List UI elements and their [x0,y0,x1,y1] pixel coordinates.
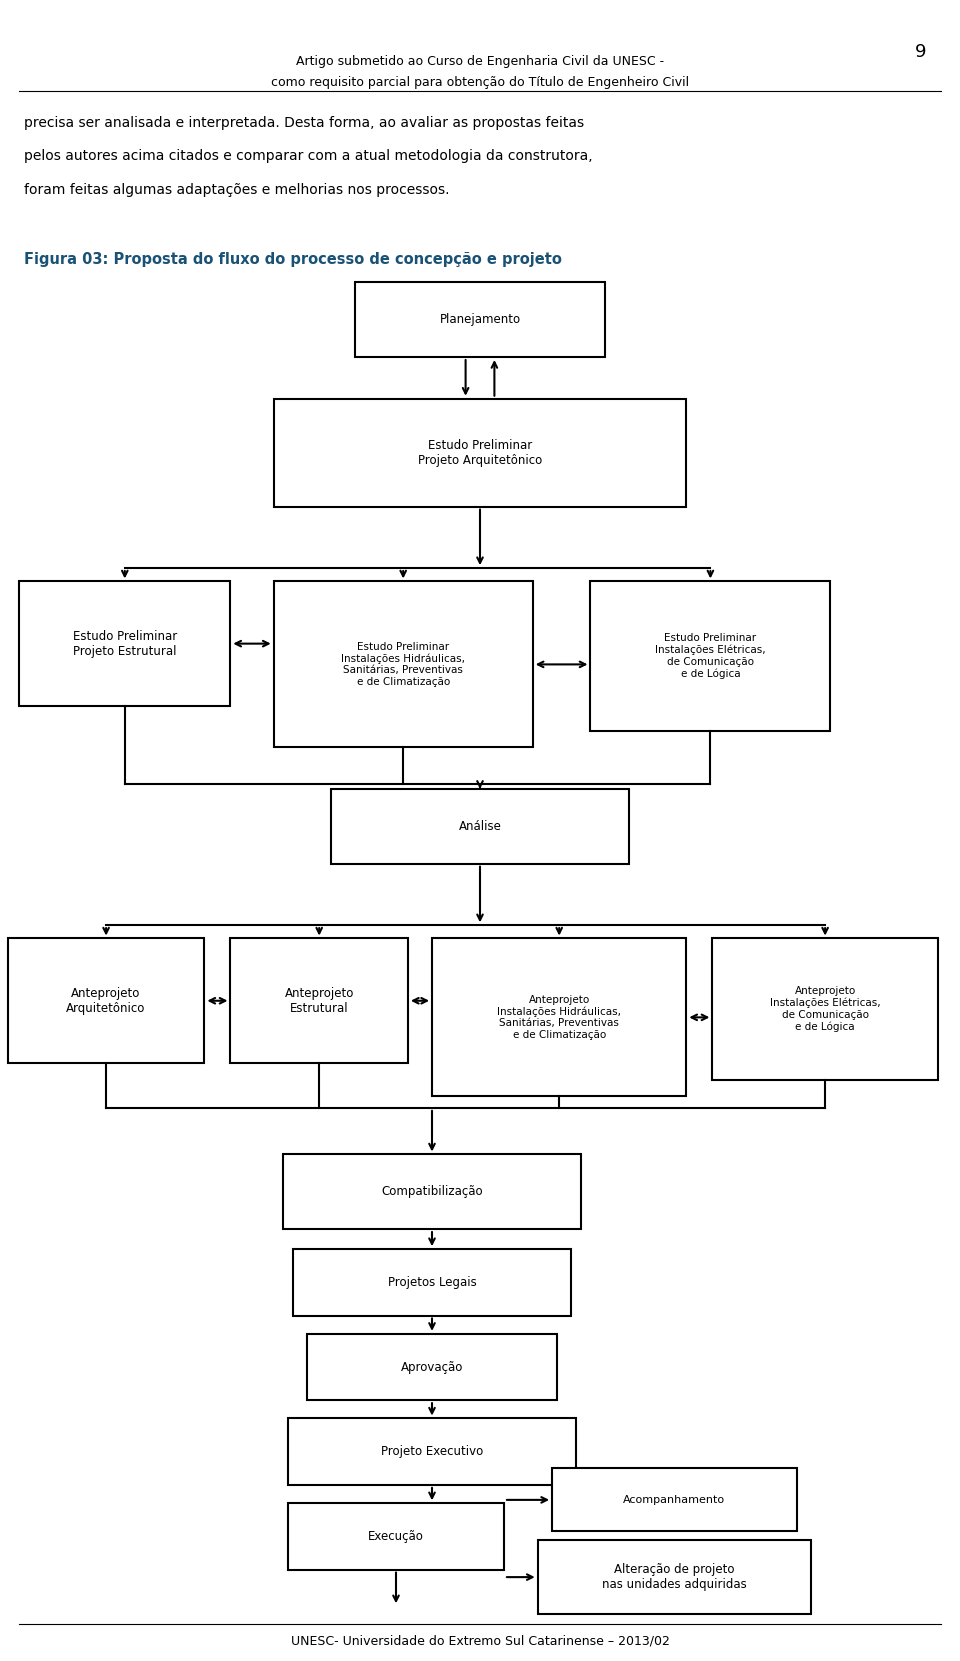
FancyBboxPatch shape [432,938,686,1096]
FancyBboxPatch shape [590,581,830,731]
FancyBboxPatch shape [283,1154,581,1229]
FancyBboxPatch shape [230,938,408,1063]
FancyBboxPatch shape [288,1503,504,1570]
FancyBboxPatch shape [274,581,533,747]
FancyBboxPatch shape [538,1540,811,1614]
Text: Planejamento: Planejamento [440,314,520,326]
Text: Estudo Preliminar
Projeto Estrutural: Estudo Preliminar Projeto Estrutural [73,630,177,658]
FancyBboxPatch shape [274,399,686,507]
FancyBboxPatch shape [19,581,230,706]
Text: pelos autores acima citados e comparar com a atual metodologia da construtora,: pelos autores acima citados e comparar c… [24,149,592,163]
Text: Compatibilização: Compatibilização [381,1186,483,1198]
Text: Anteprojeto
Instalações Elétricas,
de Comunicação
e de Lógica: Anteprojeto Instalações Elétricas, de Co… [770,987,880,1031]
FancyBboxPatch shape [355,282,605,357]
Text: Análise: Análise [459,821,501,832]
Text: Aprovação: Aprovação [401,1360,463,1374]
FancyBboxPatch shape [331,789,629,864]
Text: Artigo submetido ao Curso de Engenharia Civil da UNESC -: Artigo submetido ao Curso de Engenharia … [296,55,664,68]
Text: Acompanhamento: Acompanhamento [623,1495,726,1505]
Text: 9: 9 [915,43,926,61]
Text: Alteração de projeto
nas unidades adquiridas: Alteração de projeto nas unidades adquir… [602,1563,747,1591]
Text: Execução: Execução [368,1530,424,1543]
Text: precisa ser analisada e interpretada. Desta forma, ao avaliar as propostas feita: precisa ser analisada e interpretada. De… [24,116,584,130]
FancyBboxPatch shape [552,1468,797,1531]
Text: Estudo Preliminar
Instalações Elétricas,
de Comunicação
e de Lógica: Estudo Preliminar Instalações Elétricas,… [655,633,766,679]
Text: Anteprojeto
Instalações Hidráulicas,
Sanitárias, Preventivas
e de Climatização: Anteprojeto Instalações Hidráulicas, San… [497,995,621,1040]
Text: foram feitas algumas adaptações e melhorias nos processos.: foram feitas algumas adaptações e melhor… [24,183,449,196]
Text: Anteprojeto
Estrutural: Anteprojeto Estrutural [284,987,354,1015]
FancyBboxPatch shape [307,1334,557,1400]
Text: como requisito parcial para obtenção do Título de Engenheiro Civil: como requisito parcial para obtenção do … [271,76,689,90]
Text: Projetos Legais: Projetos Legais [388,1276,476,1289]
FancyBboxPatch shape [288,1418,576,1485]
Text: UNESC- Universidade do Extremo Sul Catarinense – 2013/02: UNESC- Universidade do Extremo Sul Catar… [291,1634,669,1648]
Text: Estudo Preliminar
Projeto Arquitetônico: Estudo Preliminar Projeto Arquitetônico [418,439,542,467]
FancyBboxPatch shape [293,1249,571,1316]
FancyBboxPatch shape [712,938,938,1080]
FancyBboxPatch shape [8,938,204,1063]
Text: Anteprojeto
Arquitetônico: Anteprojeto Arquitetônico [66,987,146,1015]
Text: Estudo Preliminar
Instalações Hidráulicas,
Sanitárias, Preventivas
e de Climatiz: Estudo Preliminar Instalações Hidráulica… [341,641,466,688]
Text: Projeto Executivo: Projeto Executivo [381,1445,483,1458]
Text: Figura 03: Proposta do fluxo do processo de concepção e projeto: Figura 03: Proposta do fluxo do processo… [24,252,562,267]
